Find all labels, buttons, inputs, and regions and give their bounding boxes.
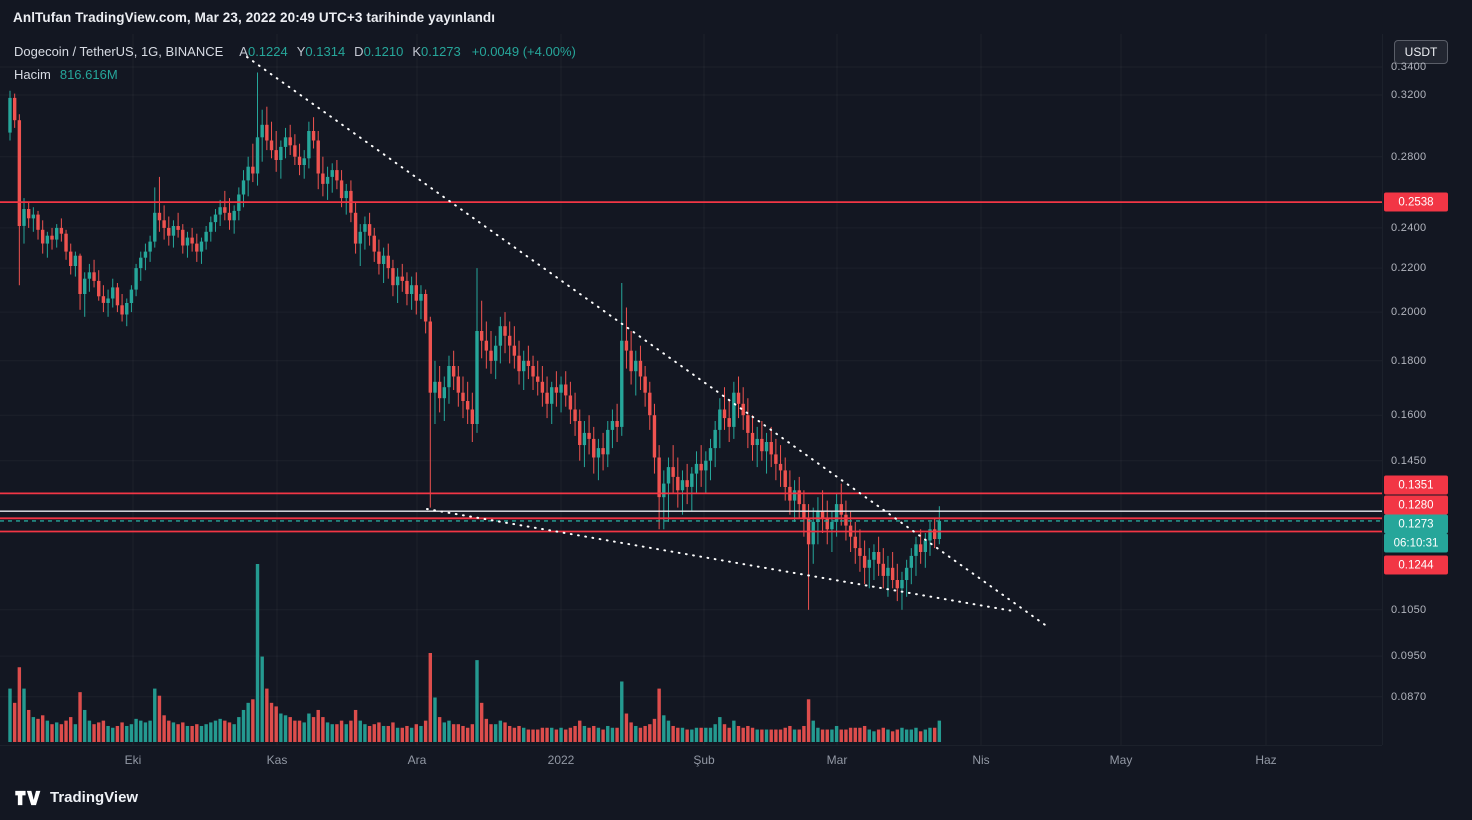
price-axis[interactable]: USDT 0.3400 0.3200 0.2800 0.2400 0.2200 0.200… xyxy=(1382,34,1472,745)
currency-toggle-button[interactable]: USDT xyxy=(1394,40,1448,64)
open-value: 0.1224 xyxy=(247,44,288,59)
close-label: K xyxy=(412,44,421,59)
footer: TradingView xyxy=(0,775,1472,820)
close-value: 0.1273 xyxy=(421,44,461,59)
level-price-label: 0.1351 xyxy=(1384,475,1448,495)
dotted-trendline[interactable] xyxy=(246,56,1049,628)
low-label: D xyxy=(354,44,364,59)
price-tick: 0.2000 xyxy=(1391,306,1427,318)
time-axis[interactable]: Eki Kas Ara 2022 Şub Mar Nis May Haz xyxy=(0,745,1382,776)
legend-row-volume: Hacim 816.616M xyxy=(14,63,576,86)
time-axis-label: 2022 xyxy=(547,753,575,767)
price-tick: 0.1450 xyxy=(1391,455,1427,467)
level-price-label: 0.1280 xyxy=(1384,495,1448,515)
brand-name[interactable]: TradingView xyxy=(50,789,139,806)
high-value: 0.1314 xyxy=(305,44,346,59)
price-tick: 0.0870 xyxy=(1391,691,1427,703)
volume-value: 816.616M xyxy=(59,67,118,82)
volume-layer xyxy=(8,564,942,742)
dotted-trendline[interactable] xyxy=(426,508,1014,612)
change-value: +0.0049 (+4.00%) xyxy=(471,44,576,59)
price-tick: 0.1050 xyxy=(1391,604,1427,616)
price-tick: 0.0950 xyxy=(1391,650,1427,662)
bar-countdown-label: 06:10:31 xyxy=(1384,533,1448,553)
price-tick: 0.1800 xyxy=(1391,355,1427,367)
published-chart-header: AnlTufan TradingView.com, Mar 23, 2022 2… xyxy=(0,0,1472,34)
price-tick: 0.2200 xyxy=(1391,262,1427,274)
last-price-label: 0.1273 xyxy=(1384,514,1448,534)
candles-layer xyxy=(8,72,942,610)
high-label: Y xyxy=(296,44,306,59)
time-axis-label: May xyxy=(1109,753,1133,767)
price-tick: 0.3400 xyxy=(1391,61,1427,73)
time-axis-label: Ara xyxy=(407,753,427,767)
open-label: A xyxy=(239,44,248,59)
time-axis-label: Nis xyxy=(972,753,990,767)
time-axis-label: Mar xyxy=(826,753,848,767)
low-value: 0.1210 xyxy=(363,44,404,59)
symbol-title[interactable]: Dogecoin / TetherUS, 1G, BINANCE xyxy=(14,44,224,59)
level-price-label: 0.1244 xyxy=(1384,555,1448,575)
candlestick-chart-pane[interactable] xyxy=(0,34,1382,745)
chart-legend: Dogecoin / TetherUS, 1G, BINANCE A 0.1224… xyxy=(14,40,576,86)
price-tick: 0.3200 xyxy=(1391,89,1427,101)
time-axis-label: Eki xyxy=(124,753,142,767)
level-price-label: 0.2538 xyxy=(1384,192,1448,212)
tradingview-logo-icon[interactable] xyxy=(14,787,41,809)
legend-row-symbol: Dogecoin / TetherUS, 1G, BINANCE A 0.1224… xyxy=(14,40,576,63)
price-tick: 0.2400 xyxy=(1391,222,1427,234)
header-title: AnlTufan TradingView.com, Mar 23, 2022 2… xyxy=(13,9,496,25)
grid-layer xyxy=(0,34,1382,745)
price-tick: 0.2800 xyxy=(1391,151,1427,163)
time-axis-label: Kas xyxy=(266,753,288,767)
price-tick: 0.1600 xyxy=(1391,409,1427,421)
chart-area[interactable]: Dogecoin / TetherUS, 1G, BINANCE A 0.1224… xyxy=(0,34,1382,745)
time-axis-label: Şub xyxy=(693,753,715,767)
time-axis-label: Haz xyxy=(1255,753,1277,767)
volume-label[interactable]: Hacim xyxy=(14,67,51,82)
